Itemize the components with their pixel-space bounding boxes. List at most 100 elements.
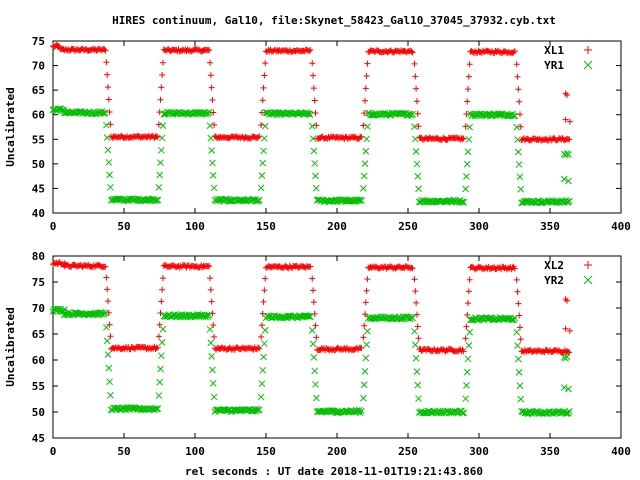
data-point (252, 407, 260, 415)
series-YR2 (49, 305, 573, 418)
data-point (106, 378, 113, 386)
x-tick-label: 300 (469, 445, 489, 458)
data-point (412, 73, 419, 80)
data-point (157, 159, 164, 167)
data-point (515, 300, 522, 307)
y-tick-label: 50 (32, 158, 45, 171)
data-point (105, 96, 112, 103)
data-point (414, 323, 421, 330)
data-point (258, 333, 265, 340)
y-tick-label: 60 (32, 109, 45, 122)
data-point (560, 175, 568, 183)
data-point (310, 287, 317, 294)
data-point (153, 196, 161, 204)
data-point (400, 110, 407, 118)
data-point (415, 123, 422, 130)
data-point (511, 47, 518, 54)
data-point (463, 323, 470, 330)
data-point (362, 299, 369, 306)
data-point (209, 97, 216, 104)
data-point (312, 184, 320, 192)
data-point (256, 345, 263, 352)
data-point (465, 73, 472, 80)
data-point (258, 322, 265, 329)
data-point (158, 339, 166, 346)
data-point (412, 288, 419, 295)
data-point (460, 135, 467, 142)
data-point (566, 327, 573, 334)
data-point (205, 263, 212, 270)
data-point (565, 177, 572, 185)
data-point (101, 309, 109, 317)
data-point (245, 406, 253, 414)
data-point (411, 341, 419, 349)
x-tick-label: 250 (398, 220, 418, 233)
data-point (468, 316, 475, 324)
data-point (360, 172, 368, 180)
data-point (257, 393, 265, 401)
data-point (409, 49, 416, 56)
data-point (516, 382, 524, 390)
data-point (411, 276, 418, 283)
x-tick-label: 0 (50, 445, 57, 458)
data-point (513, 61, 520, 68)
data-point (157, 146, 165, 154)
y-tick-label: 70 (32, 60, 45, 73)
data-point (517, 185, 525, 193)
data-point (511, 265, 518, 272)
data-point (514, 136, 521, 143)
data-point (106, 108, 113, 115)
data-point (411, 60, 418, 67)
data-point (508, 316, 515, 324)
x-axis-label: rel seconds : UT date 2018-11-01T19:21:4… (185, 465, 483, 478)
data-point (309, 275, 316, 282)
data-point (306, 111, 314, 118)
data-point (255, 406, 263, 414)
data-point (363, 135, 370, 143)
data-point (414, 172, 422, 180)
x-tick-label: 200 (327, 220, 347, 233)
bottom-panel: 0 50 100 150 200 250 300 350 400 45 50 55 60 65 70 75 80… (4, 250, 631, 458)
data-point (516, 98, 523, 105)
data-point (408, 264, 415, 271)
data-point (208, 84, 215, 91)
data-point (409, 265, 416, 272)
data-point (465, 288, 472, 295)
data-point (358, 134, 365, 141)
x-tick-label: 100 (185, 445, 205, 458)
data-point (207, 134, 215, 142)
data-point (157, 310, 164, 317)
data-point (255, 344, 262, 351)
data-point (154, 196, 162, 204)
data-point (155, 184, 163, 191)
data-point (210, 322, 217, 329)
data-point (209, 380, 217, 387)
x-tick-label: 350 (540, 445, 560, 458)
data-point (562, 409, 570, 417)
data-point (103, 274, 110, 281)
data-point (361, 368, 369, 375)
data-point (362, 85, 369, 92)
data-point (462, 185, 469, 193)
data-point (308, 122, 316, 130)
data-point (153, 133, 160, 140)
y-tick-label: 70 (32, 302, 45, 315)
data-point (207, 286, 214, 293)
data-point (364, 60, 371, 67)
data-point (542, 409, 549, 417)
data-point (105, 364, 113, 372)
data-point (157, 352, 165, 360)
data-point (513, 123, 521, 131)
data-point (464, 311, 471, 318)
top-panel: 0 50 100 150 200 250 300 350 400 40 45 50 55 60 65 70 75… (4, 35, 631, 233)
data-point (207, 59, 214, 66)
data-point (262, 60, 269, 67)
data-point (261, 135, 268, 142)
y-tick-label: 55 (32, 380, 45, 393)
x-tick-label: 50 (117, 445, 130, 458)
data-point (517, 336, 524, 343)
x-tick-label: 400 (611, 220, 631, 233)
data-point (413, 85, 420, 92)
data-point (464, 355, 472, 363)
data-point (413, 368, 421, 376)
